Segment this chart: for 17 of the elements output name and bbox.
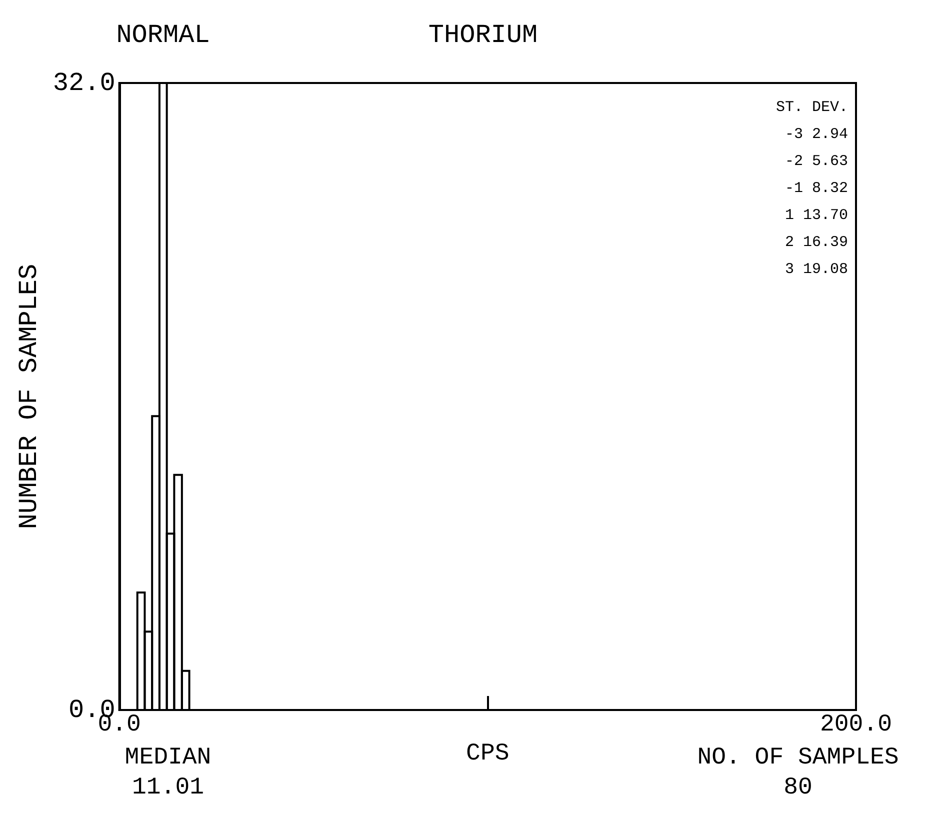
chart-title: THORIUM <box>428 20 538 50</box>
annotation: 3 19.08 <box>784 261 848 278</box>
y-axis-title: NUMBER OF SAMPLES <box>14 264 44 530</box>
annotation: -1 8.32 <box>784 180 848 197</box>
text: 11.01 <box>132 774 204 802</box>
chart-subtitle: NORMAL <box>116 20 210 50</box>
x-tick-label: 200.0 <box>820 712 892 738</box>
annotation: 2 16.39 <box>784 234 848 251</box>
text: NO. OF SAMPLES <box>697 744 899 772</box>
annotation: ST. DEV. <box>776 99 848 116</box>
annotation: -3 2.94 <box>784 126 848 143</box>
y-tick-label: 32.0 <box>52 68 116 98</box>
text: MEDIAN <box>124 744 212 772</box>
annotation: -2 5.63 <box>784 153 848 170</box>
annotation: 1 13.70 <box>784 207 848 224</box>
text: 80 <box>784 774 812 802</box>
x-axis-title: CPS <box>466 740 510 768</box>
